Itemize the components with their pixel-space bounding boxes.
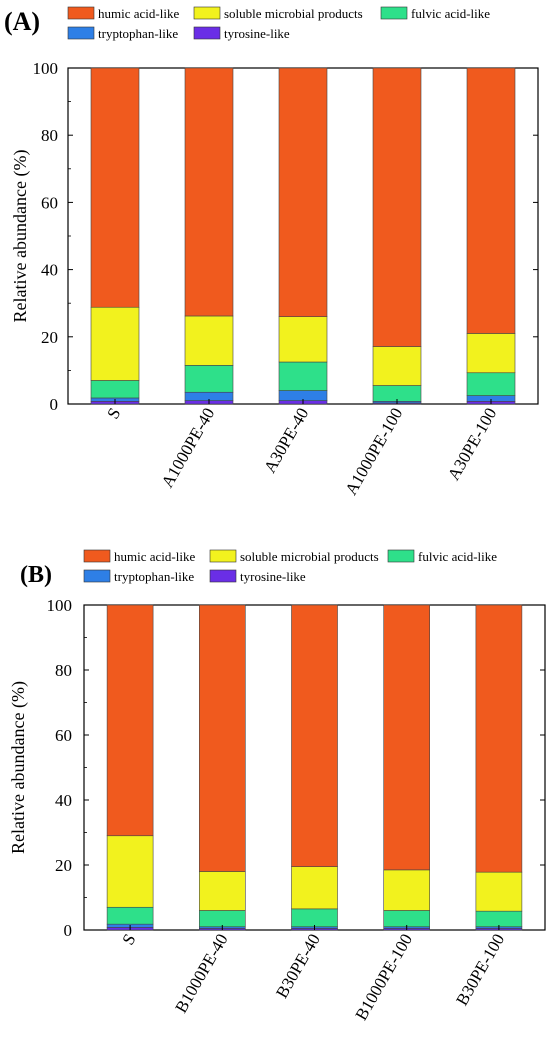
bar-segment (383, 604, 431, 871)
x-tick-label: A1000PE-40 (158, 405, 219, 491)
x-tick-label: B1000PE-100 (352, 931, 417, 1024)
y-tick-label: 60 (55, 726, 72, 745)
x-tick-label: B30PE-100 (452, 931, 508, 1009)
legend-swatch (209, 569, 237, 583)
legend-label: tryptophan-like (114, 569, 194, 584)
bar-segment (199, 871, 246, 911)
bar-segment (466, 372, 516, 396)
legend-swatch (380, 6, 408, 20)
bar-segment (372, 67, 422, 347)
x-tick-label: S (103, 405, 124, 423)
legend-label: tyrosine-like (240, 569, 306, 584)
legend-label: fulvic acid-like (411, 6, 490, 21)
x-tick-label: B30PE-40 (272, 931, 324, 1002)
bar-segment (278, 361, 328, 391)
legend-label: humic acid-like (114, 549, 195, 564)
bar-segment (106, 906, 154, 925)
legend-swatch (83, 549, 111, 563)
x-tick-label: B1000PE-40 (171, 931, 231, 1017)
y-tick-label: 100 (33, 59, 59, 78)
y-tick-label: 80 (55, 661, 72, 680)
x-tick-label: A30PE-40 (260, 405, 312, 477)
bar-segment (383, 910, 431, 928)
y-tick-label: 0 (64, 921, 73, 940)
bar-segment (184, 365, 234, 393)
y-tick-label: 40 (55, 791, 72, 810)
legend-label: fulvic acid-like (418, 549, 497, 564)
bar-segment (278, 316, 328, 363)
legend-label: soluble microbial products (240, 549, 379, 564)
y-tick-label: 20 (55, 856, 72, 875)
panel-label: (B) (20, 562, 52, 588)
y-tick-label: 20 (41, 328, 58, 347)
bar-segment (184, 67, 234, 317)
bar-segment (466, 67, 516, 334)
legend-label: tryptophan-like (98, 26, 178, 41)
panel-label: (A) (4, 7, 40, 36)
bar-segment (90, 67, 140, 308)
bar-segment (278, 67, 328, 317)
legend-swatch (67, 26, 95, 40)
bar-segment (291, 604, 338, 867)
bar-segment (475, 604, 523, 873)
y-tick-label: 60 (41, 193, 58, 212)
legend-swatch (193, 6, 221, 20)
y-tick-label: 100 (47, 596, 73, 615)
bar-segment (90, 306, 140, 381)
bar-segment (184, 315, 234, 366)
bar-segment (383, 869, 431, 911)
legend-swatch (387, 549, 415, 563)
legend-swatch (209, 549, 237, 563)
chart-panel-b: (B) humic acid-like soluble microbial prod… (8, 549, 546, 1024)
bar-segment (90, 380, 140, 399)
x-tick-label: A1000PE-100 (341, 405, 406, 499)
legend-label: soluble microbial products (224, 6, 363, 21)
bar-segment (372, 346, 422, 386)
bar-segment (106, 604, 154, 837)
y-tick-label: 80 (41, 126, 58, 145)
bar-segment (106, 835, 154, 908)
bar-segment (372, 385, 422, 402)
bar-segment (475, 910, 523, 928)
x-tick-label: S (118, 931, 139, 949)
chart-panel-a: (A) humic acid-like soluble microbial prod… (4, 6, 539, 499)
bar-segment (199, 910, 246, 928)
y-tick-label: 0 (50, 395, 59, 414)
y-axis-label: Relative abundance (%) (8, 681, 29, 854)
y-tick-label: 40 (41, 261, 58, 280)
bar-segment (291, 866, 338, 910)
y-axis-label: Relative abundance (%) (10, 150, 31, 323)
legend-label: tyrosine-like (224, 26, 290, 41)
bar-segment (291, 908, 338, 928)
legend-swatch (193, 26, 221, 40)
legend-swatch (83, 569, 111, 583)
legend-label: humic acid-like (98, 6, 179, 21)
bar-segment (466, 333, 516, 374)
x-tick-label: A30PE-100 (444, 405, 501, 484)
legend-swatch (67, 6, 95, 20)
bar-segment (475, 871, 523, 912)
bar-segment (199, 604, 246, 872)
